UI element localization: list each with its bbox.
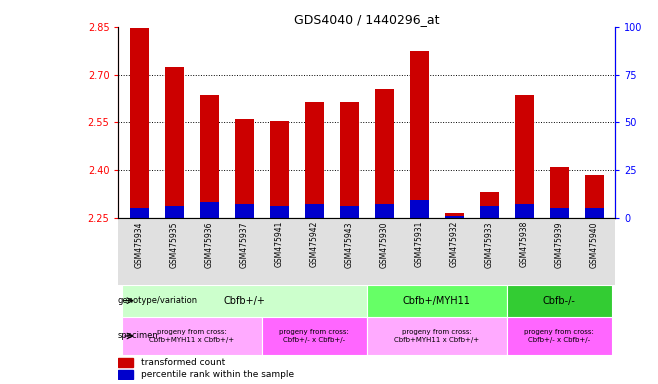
Bar [340, 102, 359, 218]
Bar [235, 119, 254, 218]
Bar [584, 175, 604, 218]
Bar [549, 167, 569, 218]
Text: GSM475932: GSM475932 [450, 221, 459, 267]
Bar [445, 213, 464, 218]
Bar [515, 95, 534, 218]
Text: GSM475939: GSM475939 [555, 221, 564, 268]
Text: specimen: specimen [118, 331, 159, 341]
Bar [262, 316, 367, 356]
Text: transformed count: transformed count [141, 358, 225, 367]
Bar [410, 51, 429, 218]
Bar [270, 121, 289, 218]
Bar [122, 316, 262, 356]
Bar [340, 206, 359, 218]
Text: progeny from cross:
Cbfb+/- x Cbfb+/-: progeny from cross: Cbfb+/- x Cbfb+/- [524, 329, 594, 343]
Bar [515, 204, 534, 218]
Bar [270, 206, 289, 218]
Text: progeny from cross:
Cbfb+/- x Cbfb+/-: progeny from cross: Cbfb+/- x Cbfb+/- [280, 329, 349, 343]
Bar [584, 208, 604, 218]
Text: progeny from cross:
Cbfb+MYH11 x Cbfb+/+: progeny from cross: Cbfb+MYH11 x Cbfb+/+ [394, 329, 480, 343]
Bar [374, 89, 394, 218]
Bar [200, 202, 219, 218]
Text: Cbfb+/+: Cbfb+/+ [224, 296, 265, 306]
Bar [118, 370, 134, 379]
Bar [122, 285, 367, 316]
Bar [164, 206, 184, 218]
Bar [367, 316, 507, 356]
Text: progeny from cross:
Cbfb+MYH11 x Cbfb+/+: progeny from cross: Cbfb+MYH11 x Cbfb+/+ [149, 329, 234, 343]
Text: GSM475937: GSM475937 [240, 221, 249, 268]
Title: GDS4040 / 1440296_at: GDS4040 / 1440296_at [294, 13, 440, 26]
Text: GSM475935: GSM475935 [170, 221, 179, 268]
Text: Cbfb-/-: Cbfb-/- [543, 296, 576, 306]
Bar [305, 102, 324, 218]
Bar [305, 204, 324, 218]
Text: GSM475934: GSM475934 [135, 221, 144, 268]
Text: percentile rank within the sample: percentile rank within the sample [141, 370, 294, 379]
Bar [410, 200, 429, 218]
Bar [445, 216, 464, 218]
Bar [118, 358, 134, 367]
Text: GSM475933: GSM475933 [485, 221, 494, 268]
Text: GSM475931: GSM475931 [415, 221, 424, 267]
Bar [507, 316, 612, 356]
Bar [549, 208, 569, 218]
Bar [507, 285, 612, 316]
Text: Cbfb+/MYH11: Cbfb+/MYH11 [403, 296, 470, 306]
Bar [374, 204, 394, 218]
Bar [480, 206, 499, 218]
Bar [200, 95, 219, 218]
Text: GSM475936: GSM475936 [205, 221, 214, 268]
Bar [130, 28, 149, 218]
Text: GSM475943: GSM475943 [345, 221, 354, 268]
Bar [235, 204, 254, 218]
Text: GSM475940: GSM475940 [590, 221, 599, 268]
Text: genotype/variation: genotype/variation [118, 296, 198, 305]
Text: GSM475930: GSM475930 [380, 221, 389, 268]
Bar [164, 67, 184, 218]
Text: GSM475938: GSM475938 [520, 221, 529, 267]
Bar [480, 192, 499, 218]
Text: GSM475941: GSM475941 [275, 221, 284, 267]
Bar [367, 285, 507, 316]
Bar [130, 208, 149, 218]
Text: GSM475942: GSM475942 [310, 221, 319, 267]
